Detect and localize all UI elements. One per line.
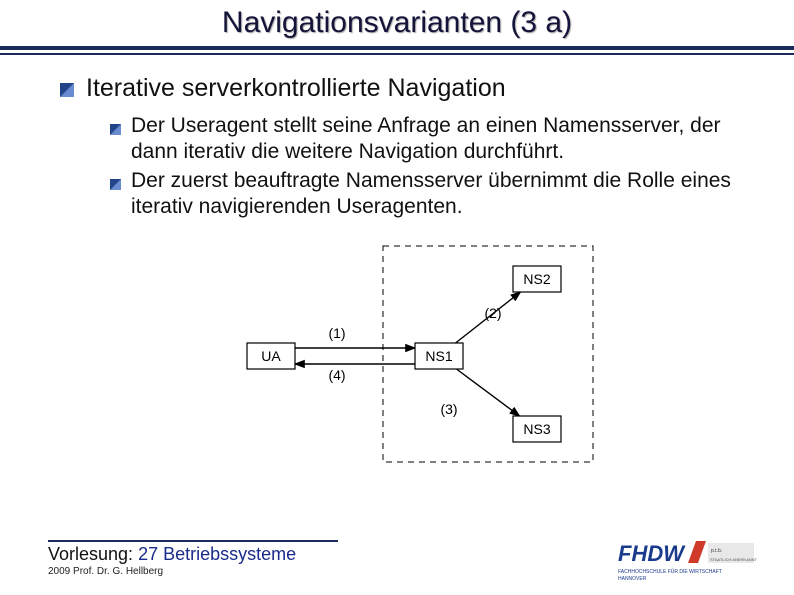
slide-body: Iterative serverkontrollierte Navigation… xyxy=(0,55,794,475)
slide-title-bar: Navigationsvarianten (3 a) xyxy=(0,0,794,55)
footer-topic: Betriebssysteme xyxy=(163,544,296,564)
svg-text:(4): (4) xyxy=(328,367,345,383)
footer-page: 27 xyxy=(138,544,158,564)
sub-bullet-list: Der Useragent stellt seine Anfrage an ei… xyxy=(110,113,734,220)
diagram-container: (1) (4) (2) (3) UA NS1 NS2 NS3 xyxy=(60,238,734,475)
svg-text:FHDW: FHDW xyxy=(618,541,686,566)
sub-bullet-row: Der Useragent stellt seine Anfrage an ei… xyxy=(110,113,734,166)
network-diagram: (1) (4) (2) (3) UA NS1 NS2 NS3 xyxy=(177,238,617,470)
svg-text:NS2: NS2 xyxy=(523,271,550,287)
svg-text:(1): (1) xyxy=(328,325,345,341)
logo-sub2: HANNOVER xyxy=(618,576,647,582)
bullet-main-icon xyxy=(60,83,74,102)
footer-label: Vorlesung: xyxy=(48,544,133,564)
svg-text:UA: UA xyxy=(261,348,281,364)
sub-bullet-icon xyxy=(110,177,121,195)
svg-text:NS3: NS3 xyxy=(523,421,550,437)
sub-bullet-icon xyxy=(110,122,121,140)
bullet-main-text: Iterative serverkontrollierte Navigation xyxy=(86,73,506,103)
svg-text:NS1: NS1 xyxy=(425,348,452,364)
slide-title: Navigationsvarianten (3 a) xyxy=(0,6,794,40)
svg-text:(2): (2) xyxy=(484,305,501,321)
svg-text:(3): (3) xyxy=(440,401,457,417)
svg-text:p.t.b.: p.t.b. xyxy=(711,548,722,554)
fhdw-logo: FHDW p.t.b. FACHHOCHSCHULE FÜR DIE WIRTS… xyxy=(618,539,758,579)
bullet-main-row: Iterative serverkontrollierte Navigation xyxy=(60,73,734,103)
footer-rule xyxy=(48,540,338,542)
sub-bullet-text: Der zuerst beauftragte Namensserver über… xyxy=(131,168,734,221)
title-rule-thick xyxy=(0,46,794,50)
svg-text:STAATLICH ANERKANNT: STAATLICH ANERKANNT xyxy=(710,557,758,562)
logo-sub1: FACHHOCHSCHULE FÜR DIE WIRTSCHAFT xyxy=(618,568,722,575)
sub-bullet-text: Der Useragent stellt seine Anfrage an ei… xyxy=(131,113,734,166)
sub-bullet-row: Der zuerst beauftragte Namensserver über… xyxy=(110,168,734,221)
